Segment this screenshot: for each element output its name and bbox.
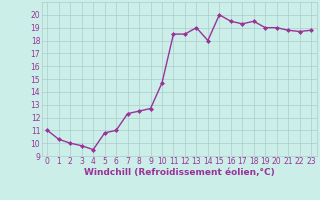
X-axis label: Windchill (Refroidissement éolien,°C): Windchill (Refroidissement éolien,°C): [84, 168, 275, 177]
